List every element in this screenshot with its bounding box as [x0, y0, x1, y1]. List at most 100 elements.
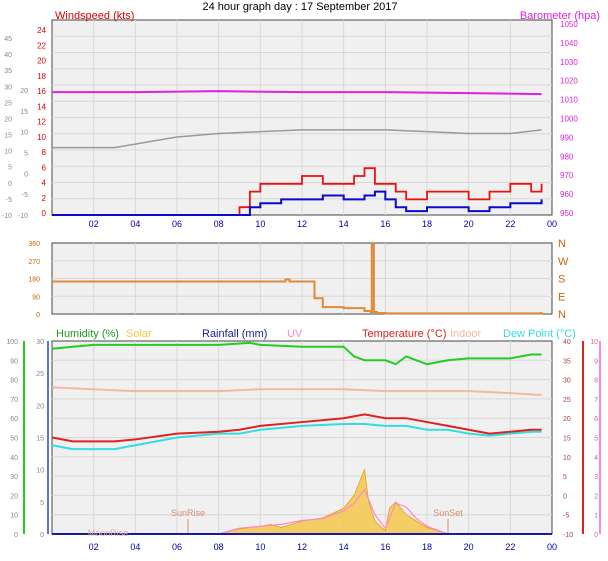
uv-y-tick: 8 [594, 378, 598, 385]
uv-y-tick: 0 [594, 532, 598, 539]
inner-y-tick: -10 [18, 213, 28, 220]
temp-y-tick: 0 [563, 493, 567, 500]
x-tick-label: 22 [505, 219, 515, 229]
inner-y-tick: 15 [36, 436, 44, 443]
wind-direction-line [52, 242, 543, 315]
temp-y-tick: 35 [563, 358, 571, 365]
outer-y-tick: -5 [6, 197, 12, 204]
wind-y-tick: 20 [37, 57, 46, 66]
solar-area [52, 468, 552, 535]
baro-y-tick: 1000 [560, 115, 578, 124]
humidity-y-tick: 40 [10, 455, 18, 462]
uv-y-tick: 10 [590, 339, 598, 346]
x-tick-label: 22 [505, 542, 515, 552]
inner-y-tick: 15 [20, 109, 28, 116]
x-tick-label: 02 [89, 542, 99, 552]
humidity-line [51, 341, 542, 366]
inner-y-tick: 30 [36, 339, 44, 346]
direction-y-tick: 90 [32, 294, 40, 301]
x-tick-label: 20 [464, 219, 474, 229]
inner-y-tick: -5 [22, 192, 28, 199]
temp-y-tick: 20 [563, 416, 571, 423]
outer-y-tick: 15 [4, 133, 12, 140]
inner-y-tick: 0 [40, 532, 44, 539]
legend-humidity: Humidity (%) [56, 328, 119, 340]
x-tick-label: 04 [130, 542, 140, 552]
baro-y-tick: 970 [560, 171, 574, 180]
x-tick-label: 10 [255, 542, 265, 552]
legend-solar: Solar [126, 328, 152, 340]
direction-y-tick: 0 [36, 312, 40, 319]
temp-y-tick: 30 [563, 378, 571, 385]
legend-uv: UV [287, 328, 303, 340]
baro-y-tick: 1010 [560, 96, 578, 105]
outer-y-tick: 20 [4, 116, 12, 123]
baro-y-tick: 1030 [560, 58, 578, 67]
temp-y-tick: 25 [563, 397, 571, 404]
humidity-y-tick: 80 [10, 378, 18, 385]
x-tick-label: 06 [172, 542, 182, 552]
legend-rain: Rainfall (mm) [202, 328, 267, 340]
humidity-y-tick: 10 [10, 513, 18, 520]
x-tick-label: 04 [130, 219, 140, 229]
wind-y-tick: 10 [37, 133, 46, 142]
compass-label: S [558, 274, 565, 286]
x-tick-label: 10 [255, 219, 265, 229]
windgust-line [52, 190, 543, 216]
temp-y-tick: 5 [563, 474, 567, 481]
x-tick-label: 02 [89, 219, 99, 229]
x-tick-label: 06 [172, 219, 182, 229]
baro-y-tick: 1040 [560, 39, 578, 48]
temp-y-tick: -10 [563, 532, 573, 539]
wind-y-tick: 6 [42, 163, 47, 172]
outer-y-tick: 25 [4, 100, 12, 107]
humidity-y-tick: 60 [10, 416, 18, 423]
wind-y-tick: 12 [37, 118, 46, 127]
inner-y-tick: 20 [20, 88, 28, 95]
compass-label: N [558, 238, 566, 250]
humidity-y-tick: 20 [10, 493, 18, 500]
baro-y-tick: 950 [560, 209, 574, 218]
baro-y-tick: 980 [560, 152, 574, 161]
x-tick-label: 12 [297, 542, 307, 552]
baro-y-tick: 1020 [560, 77, 578, 86]
temperature-line [51, 413, 542, 443]
uv-y-tick: 1 [594, 513, 598, 520]
inner-y-tick: 0 [24, 171, 28, 178]
wind-y-tick: 16 [37, 87, 46, 96]
wind-y-tick: 22 [37, 41, 46, 50]
inner-y-tick: 5 [40, 500, 44, 507]
compass-label: E [558, 291, 565, 303]
compass-label: W [558, 256, 569, 268]
indoor-line [51, 386, 542, 397]
x-tick-label: 08 [214, 542, 224, 552]
x-tick-label: 18 [422, 219, 432, 229]
x-tick-label: 14 [339, 219, 349, 229]
legend-windspeed: Windspeed (kts) [55, 10, 134, 22]
baro-y-tick: 960 [560, 190, 574, 199]
x-tick-label: 00 [547, 542, 557, 552]
x-tick-label: 20 [464, 542, 474, 552]
legend-indoor: Indoor [450, 328, 482, 340]
legend-temp: Temperature (°C) [362, 328, 446, 340]
outer-y-tick: 10 [4, 149, 12, 156]
uv-y-tick: 3 [594, 474, 598, 481]
legend-barometer: Barometer (hpa) [520, 10, 600, 22]
wind-y-tick: 18 [37, 72, 46, 81]
uv-y-tick: 9 [594, 358, 598, 365]
outer-y-tick: 0 [8, 181, 12, 188]
direction-y-tick: 360 [28, 241, 40, 248]
inner-y-tick: 10 [20, 130, 28, 137]
temp-y-tick: 10 [563, 455, 571, 462]
uv-y-tick: 2 [594, 493, 598, 500]
uv-y-tick: 7 [594, 397, 598, 404]
barometer-line [52, 90, 542, 96]
inner-y-tick: 25 [36, 371, 44, 378]
inner-y-tick: 20 [36, 403, 44, 410]
moonrise-label: MoonRise [88, 528, 129, 538]
x-tick-label: 16 [380, 542, 390, 552]
x-tick-label: 12 [297, 219, 307, 229]
chart-title: 24 hour graph day : 17 September 2017 [202, 1, 397, 13]
humidity-y-tick: 70 [10, 397, 18, 404]
